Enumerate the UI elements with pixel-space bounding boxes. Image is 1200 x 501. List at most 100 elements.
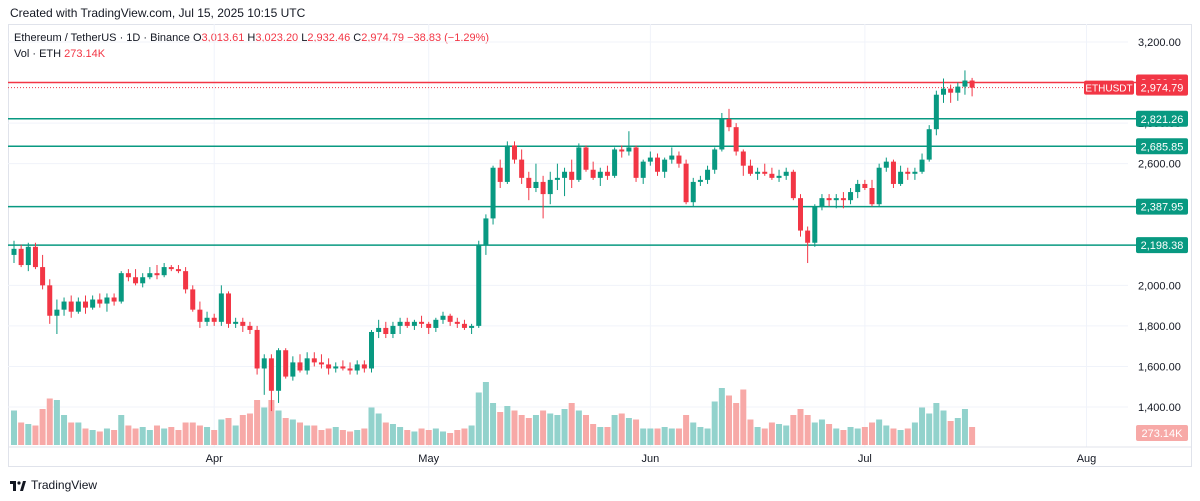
candle[interactable] bbox=[941, 78, 946, 103]
candle[interactable] bbox=[890, 159, 896, 188]
candle[interactable] bbox=[47, 279, 53, 324]
candle[interactable] bbox=[161, 263, 167, 278]
candle[interactable] bbox=[404, 317, 410, 328]
candle[interactable] bbox=[175, 265, 181, 274]
candle[interactable] bbox=[104, 293, 110, 312]
candle[interactable] bbox=[740, 149, 746, 176]
candle[interactable] bbox=[75, 297, 81, 314]
candle[interactable] bbox=[111, 293, 117, 306]
candle[interactable] bbox=[905, 167, 911, 180]
candle[interactable] bbox=[233, 317, 239, 328]
candle[interactable] bbox=[597, 167, 603, 186]
candle[interactable] bbox=[490, 165, 496, 225]
candle[interactable] bbox=[440, 311, 446, 324]
candle[interactable] bbox=[805, 226, 811, 264]
candle[interactable] bbox=[118, 271, 124, 304]
candle[interactable] bbox=[604, 165, 610, 180]
candle[interactable] bbox=[612, 147, 618, 178]
candle[interactable] bbox=[862, 179, 868, 191]
candle[interactable] bbox=[411, 319, 417, 330]
candle[interactable] bbox=[297, 354, 303, 373]
candle[interactable] bbox=[140, 273, 146, 288]
candle[interactable] bbox=[790, 169, 796, 201]
candles[interactable] bbox=[11, 70, 975, 412]
candle[interactable] bbox=[247, 321, 253, 334]
candle[interactable] bbox=[383, 321, 389, 339]
candle[interactable] bbox=[662, 157, 668, 178]
candle[interactable] bbox=[283, 348, 289, 379]
candle[interactable] bbox=[147, 267, 153, 280]
candle[interactable] bbox=[669, 147, 675, 164]
candle[interactable] bbox=[747, 159, 753, 176]
candle[interactable] bbox=[40, 254, 46, 290]
candle[interactable] bbox=[125, 269, 131, 282]
candle[interactable] bbox=[447, 313, 453, 326]
candle[interactable] bbox=[390, 321, 396, 339]
candle[interactable] bbox=[676, 151, 682, 168]
candle[interactable] bbox=[526, 171, 532, 201]
candle[interactable] bbox=[311, 352, 317, 367]
candle[interactable] bbox=[876, 163, 882, 207]
candle[interactable] bbox=[25, 242, 31, 272]
candle[interactable] bbox=[569, 159, 575, 188]
candle[interactable] bbox=[376, 319, 382, 339]
candle[interactable] bbox=[204, 311, 210, 326]
candle[interactable] bbox=[290, 356, 296, 381]
candle[interactable] bbox=[883, 157, 889, 172]
candle[interactable] bbox=[919, 153, 925, 174]
candle[interactable] bbox=[133, 269, 139, 286]
candle[interactable] bbox=[869, 179, 875, 207]
candle[interactable] bbox=[68, 295, 74, 318]
horizontal-levels[interactable] bbox=[8, 81, 1136, 246]
candle[interactable] bbox=[705, 165, 711, 184]
candle[interactable] bbox=[948, 84, 954, 103]
candle[interactable] bbox=[504, 141, 510, 184]
candle[interactable] bbox=[61, 297, 67, 316]
candle[interactable] bbox=[197, 301, 203, 328]
candle[interactable] bbox=[347, 362, 353, 375]
candle[interactable] bbox=[848, 188, 854, 205]
candle[interactable] bbox=[733, 123, 739, 156]
candle[interactable] bbox=[683, 159, 689, 205]
candle[interactable] bbox=[11, 240, 17, 264]
candle[interactable] bbox=[397, 317, 403, 334]
candle[interactable] bbox=[554, 163, 560, 191]
candle[interactable] bbox=[533, 163, 539, 193]
candle[interactable] bbox=[712, 147, 718, 174]
candle[interactable] bbox=[626, 131, 632, 156]
candle[interactable] bbox=[83, 295, 88, 314]
candle[interactable] bbox=[190, 285, 196, 312]
candle[interactable] bbox=[726, 108, 732, 132]
candle[interactable] bbox=[640, 159, 646, 184]
candle[interactable] bbox=[655, 153, 660, 176]
candle[interactable] bbox=[798, 194, 803, 237]
candle[interactable] bbox=[426, 321, 432, 334]
candle[interactable] bbox=[755, 167, 761, 180]
candle[interactable] bbox=[18, 244, 24, 268]
candle[interactable] bbox=[483, 214, 489, 255]
candle[interactable] bbox=[476, 240, 482, 328]
candle[interactable] bbox=[619, 145, 625, 158]
candle[interactable] bbox=[912, 167, 918, 180]
candle[interactable] bbox=[469, 323, 475, 334]
candle[interactable] bbox=[719, 112, 725, 152]
candle[interactable] bbox=[419, 315, 425, 328]
candle[interactable] bbox=[690, 177, 696, 207]
candle[interactable] bbox=[969, 77, 975, 97]
candle[interactable] bbox=[226, 291, 231, 328]
candle[interactable] bbox=[361, 360, 367, 373]
candle[interactable] bbox=[154, 265, 160, 280]
candle[interactable] bbox=[240, 317, 246, 332]
candle[interactable] bbox=[840, 192, 846, 209]
candle[interactable] bbox=[697, 175, 703, 186]
candle[interactable] bbox=[54, 299, 60, 334]
candle[interactable] bbox=[354, 360, 360, 375]
candle[interactable] bbox=[340, 360, 346, 371]
candle[interactable] bbox=[926, 125, 932, 162]
candle[interactable] bbox=[333, 362, 339, 373]
candle[interactable] bbox=[855, 179, 861, 199]
candle[interactable] bbox=[769, 167, 775, 180]
candle[interactable] bbox=[497, 159, 503, 188]
candle[interactable] bbox=[783, 167, 789, 180]
